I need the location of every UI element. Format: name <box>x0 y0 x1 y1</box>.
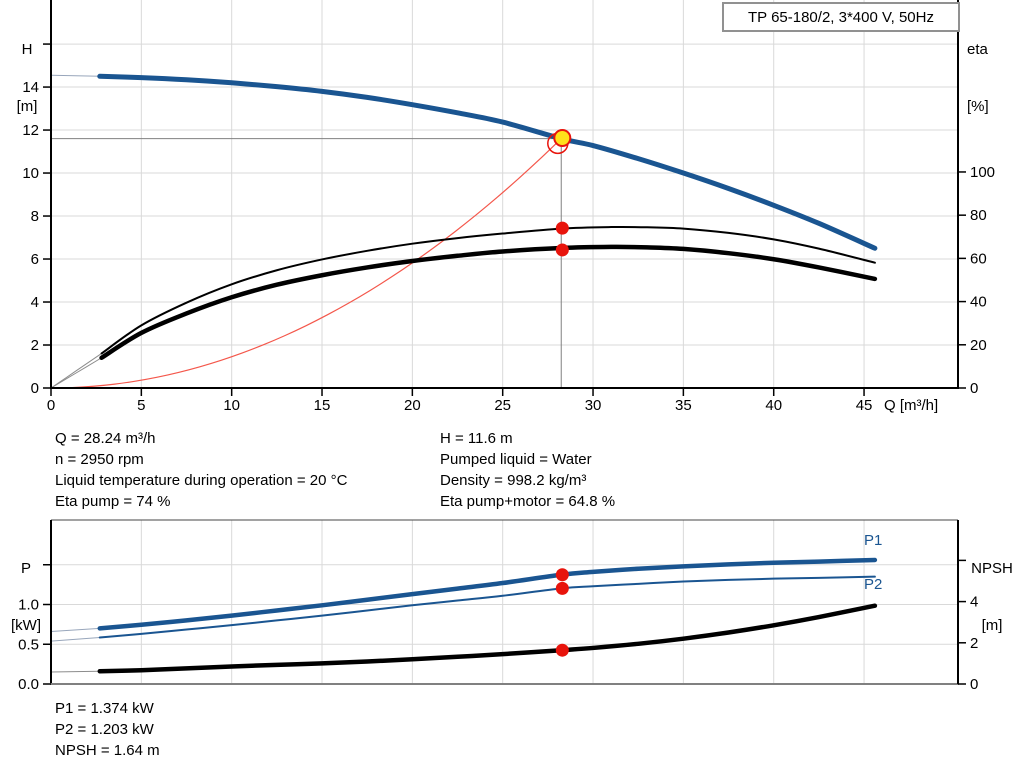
power-info-block: P1 = 1.374 kW P2 = 1.203 kW NPSH = 1.64 … <box>55 698 160 761</box>
x-tick-label: 35 <box>675 397 692 414</box>
p1-curve-lead <box>50 627 100 633</box>
p1-curve-label: P1 <box>864 532 883 549</box>
p-axis-unit: [kW] <box>11 617 41 634</box>
left-tick-label: 0.0 <box>18 676 39 693</box>
pump-title: TP 65-180/2, 3*400 V, 50Hz <box>748 8 934 26</box>
eta-pump-motor-curve-lead <box>50 357 102 389</box>
right-tick-label: 40 <box>970 294 987 311</box>
left-tick-label: 0.5 <box>18 636 39 653</box>
info-q: Q = 28.24 m³/h <box>55 430 156 447</box>
info-density: Density = 998.2 kg/m³ <box>440 472 587 489</box>
left-tick-label: 0 <box>31 380 39 397</box>
eta-pump-motor-curve <box>99 244 878 361</box>
x-tick-label: 10 <box>223 397 240 414</box>
p1-curve <box>97 557 878 631</box>
system-curve <box>50 138 562 389</box>
p-axis-label: P [kW] <box>6 521 46 673</box>
left-tick-label: 12 <box>22 122 39 139</box>
duty-info-left: Q = 28.24 m³/h n = 2950 rpm Liquid tempe… <box>55 428 347 512</box>
p-axis-symbol: P <box>20 560 31 577</box>
p2-curve-lead <box>50 636 100 642</box>
right-tick-label: 0 <box>970 380 978 397</box>
p2-curve-label: P2 <box>864 576 883 593</box>
eta-axis-symbol: eta <box>967 41 988 58</box>
x-tick-label: 20 <box>404 397 421 414</box>
q-axis-unit-label: Q [m³/h] <box>884 397 939 414</box>
duty-point-dot <box>555 568 569 582</box>
duty-point-dot <box>555 221 569 235</box>
right-tick-label: 0 <box>970 676 978 693</box>
duty-point-dot <box>553 129 572 148</box>
info-p2: P2 = 1.203 kW <box>55 721 154 738</box>
info-eta-pump: Eta pump = 74 % <box>55 493 171 510</box>
right-tick-label: 2 <box>970 635 978 652</box>
left-tick-label: 1.0 <box>18 597 39 614</box>
npsh-axis-label: NPSH [m] <box>962 521 1022 673</box>
x-tick-label: 30 <box>585 397 602 414</box>
h-axis-unit: [m] <box>16 98 38 115</box>
left-tick-label: 4 <box>31 294 39 311</box>
right-tick-label: 100 <box>970 164 995 181</box>
info-liquid-temp: Liquid temperature during operation = 20… <box>55 472 348 489</box>
duty-point-dot <box>555 581 569 595</box>
left-tick-label: 2 <box>31 337 39 354</box>
left-tick-label: 14 <box>22 79 39 96</box>
x-tick-label: 45 <box>856 397 873 414</box>
x-tick-label: 25 <box>494 397 511 414</box>
x-tick-label: 40 <box>765 397 782 414</box>
p2-curve <box>98 575 876 639</box>
info-eta-pump-motor: Eta pump+motor = 64.8 % <box>440 493 616 510</box>
duty-info-right: H = 11.6 m Pumped liquid = Water Density… <box>440 428 615 512</box>
eta-pump-curve <box>100 225 876 355</box>
x-tick-label: 0 <box>47 397 55 414</box>
eta-axis-unit: [%] <box>967 98 989 115</box>
right-tick-label: 80 <box>970 207 987 224</box>
info-n: n = 2950 rpm <box>55 451 144 468</box>
h-axis-label: H [m] <box>8 2 46 154</box>
pump-title-box: TP 65-180/2, 3*400 V, 50Hz <box>722 2 960 32</box>
npsh-axis-symbol: NPSH <box>971 560 1013 577</box>
h-axis-symbol: H <box>21 41 33 58</box>
npsh-curve <box>97 603 878 674</box>
info-h: H = 11.6 m <box>440 430 513 447</box>
x-tick-label: 15 <box>314 397 331 414</box>
npsh-axis-unit: [m] <box>981 617 1003 634</box>
right-tick-label: 60 <box>970 250 987 267</box>
right-tick-label: 4 <box>970 594 978 611</box>
left-tick-label: 6 <box>31 251 39 268</box>
qh-curve <box>97 73 878 251</box>
x-tick-label: 5 <box>137 397 145 414</box>
eta-axis-label: eta [%] <box>967 2 989 154</box>
right-tick-label: 20 <box>970 337 987 354</box>
left-tick-label: 10 <box>22 165 39 182</box>
info-p1: P1 = 1.374 kW <box>55 700 154 717</box>
duty-point-dot <box>555 643 569 657</box>
npsh-curve-lead <box>50 670 100 673</box>
qh-curve-lead <box>50 74 100 77</box>
info-npsh: NPSH = 1.64 m <box>55 742 160 759</box>
info-pumped-liquid: Pumped liquid = Water <box>440 451 592 468</box>
eta-pump-curve-lead <box>50 353 102 389</box>
left-tick-label: 8 <box>31 208 39 225</box>
duty-point-dot <box>555 243 569 257</box>
